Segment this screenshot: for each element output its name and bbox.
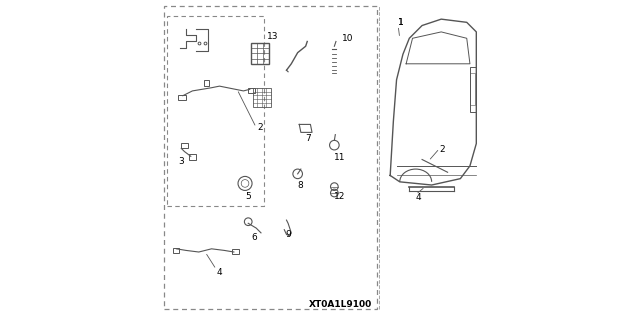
Text: 6: 6 (252, 233, 257, 242)
Text: 5: 5 (245, 192, 251, 201)
Bar (178, 95, 186, 100)
Text: 13: 13 (268, 32, 279, 41)
Bar (470, 67, 476, 112)
Text: 2: 2 (258, 123, 264, 132)
Text: 11: 11 (334, 153, 346, 162)
Text: XT0A1L9100: XT0A1L9100 (309, 300, 372, 309)
Text: 10: 10 (342, 34, 353, 43)
Bar (181, 143, 188, 148)
Text: 2: 2 (440, 145, 445, 154)
Bar (253, 88, 271, 107)
Bar (173, 248, 179, 253)
Text: 7: 7 (306, 134, 312, 143)
Bar (232, 249, 239, 254)
Text: 1: 1 (398, 18, 404, 27)
Text: 9: 9 (285, 230, 291, 239)
Bar (470, 73, 475, 105)
Text: 8: 8 (298, 181, 303, 189)
Bar (204, 80, 209, 86)
Text: 3: 3 (178, 157, 184, 166)
Bar (252, 43, 269, 64)
Bar (189, 154, 196, 160)
Bar (248, 88, 255, 93)
Bar (164, 6, 378, 309)
Text: 4: 4 (416, 193, 421, 202)
Text: 1: 1 (398, 18, 404, 27)
Bar (167, 16, 264, 206)
Text: 4: 4 (216, 268, 222, 277)
Text: 12: 12 (334, 192, 346, 201)
